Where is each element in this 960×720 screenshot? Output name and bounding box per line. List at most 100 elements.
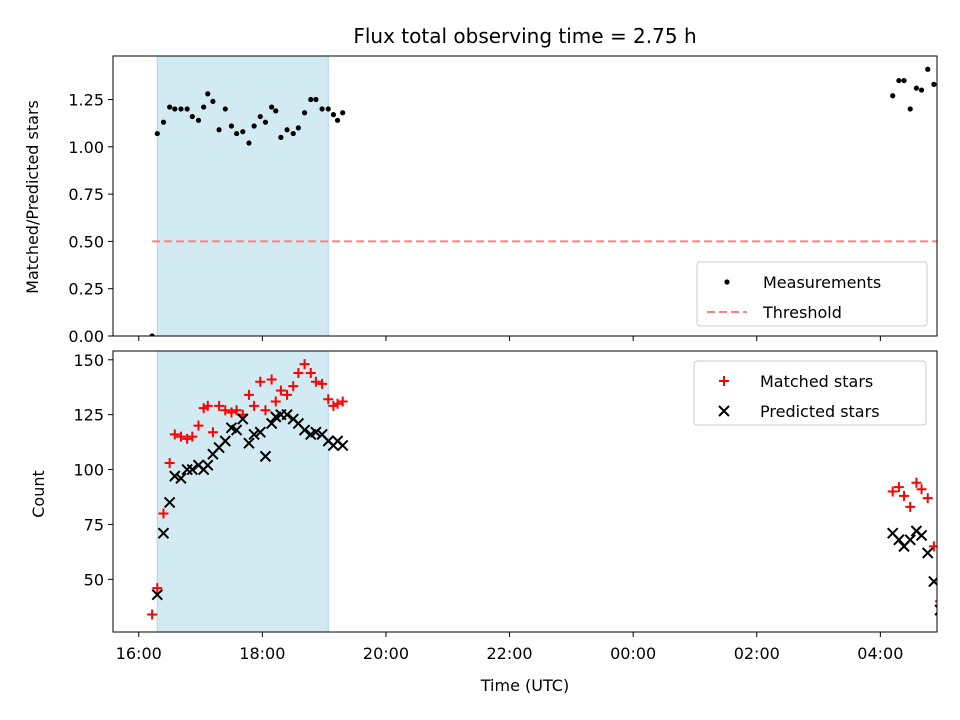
measurement-point <box>319 106 325 112</box>
matched-star-point <box>911 477 922 488</box>
measurement-point <box>262 119 269 125</box>
top-y-tick-label: 0.25 <box>68 280 104 299</box>
bottom-series-0 <box>147 359 937 620</box>
bottom-panel: 50 75 100 125 150 16:00 18:00 20:00 22:00 00:00 02… <box>73 350 938 663</box>
measurement-point <box>330 112 337 118</box>
matched-star-point <box>182 433 193 444</box>
predicted-star-point <box>151 588 163 601</box>
measurement-point <box>160 119 167 125</box>
measurement-point <box>284 127 290 133</box>
top-data <box>149 66 937 336</box>
matched-star-point <box>317 378 328 389</box>
measurement-point <box>149 333 155 336</box>
matched-star-point <box>323 394 334 405</box>
predicted-star-point <box>230 424 243 436</box>
measurement-point <box>308 96 314 103</box>
legend-label: Threshold <box>762 303 842 322</box>
measurement-point <box>295 125 301 131</box>
bottom-y-tick-label: 150 <box>73 351 104 370</box>
predicted-star-point <box>281 408 293 421</box>
matched-star-point <box>893 482 904 493</box>
matched-star-point <box>310 376 321 387</box>
measurement-point <box>313 96 319 103</box>
measurement-point <box>246 140 252 146</box>
matched-star-point <box>266 374 277 385</box>
matched-star-point <box>207 427 218 438</box>
top-series-0 <box>149 66 937 336</box>
measurement-point <box>216 127 222 133</box>
x-tick-label: 22:00 <box>486 644 532 663</box>
matched-star-point <box>243 389 254 400</box>
matched-star-point <box>916 484 927 495</box>
measurement-point <box>918 87 925 93</box>
predicted-star-point <box>169 470 181 482</box>
predicted-star-point <box>163 496 176 509</box>
predicted-star-point <box>298 424 311 436</box>
predicted-star-point <box>202 459 214 471</box>
measurement-point <box>890 93 896 99</box>
top-axes-frame <box>112 55 938 337</box>
measurement-point <box>325 106 331 112</box>
bottom-y-tick-label: 100 <box>73 461 104 480</box>
legend-label: Measurements <box>763 273 881 292</box>
top-y-tick-label: 0.00 <box>68 327 104 346</box>
top-y-tick-label: 1.00 <box>68 138 104 157</box>
predicted-star-point <box>259 450 272 463</box>
predicted-star-point <box>336 439 349 452</box>
measurement-point <box>278 134 284 140</box>
legend-predicted-marker <box>718 405 730 417</box>
x-axis-label: Time (UTC) <box>480 676 569 695</box>
top-legend: Measurements Threshold <box>696 261 928 327</box>
measurement-point <box>172 106 178 112</box>
x-tick-label: 02:00 <box>734 644 780 663</box>
predicted-star-point <box>904 534 916 546</box>
measurement-point <box>334 117 341 123</box>
top-observing-span <box>156 55 329 337</box>
x-tick-label: 20:00 <box>363 644 409 663</box>
matched-star-point <box>226 407 237 418</box>
matched-star-point <box>202 400 213 411</box>
bottom-ylabel: Count <box>29 470 48 518</box>
x-tick-label: 00:00 <box>610 644 656 663</box>
matched-star-point <box>922 493 933 504</box>
matched-star-point <box>193 420 204 431</box>
predicted-star-point <box>310 426 322 438</box>
x-tick-label: 16:00 <box>116 644 162 663</box>
measurement-point <box>901 77 907 84</box>
matched-star-point <box>164 457 175 468</box>
bottom-legend-box <box>693 360 927 426</box>
measurement-point <box>896 77 902 84</box>
matched-star-point <box>152 583 163 594</box>
top-y-tick-label: 0.50 <box>68 232 104 251</box>
measurement-point <box>189 113 195 120</box>
measurement-point <box>925 66 931 72</box>
matched-star-point <box>175 431 186 442</box>
measurement-point <box>290 130 296 137</box>
chart-title: Flux total observing time = 2.75 h <box>353 24 696 48</box>
measurement-point <box>340 110 346 116</box>
measurement-point <box>257 113 263 120</box>
bottom-observing-span <box>156 350 329 633</box>
measurement-point <box>205 91 211 97</box>
measurement-point <box>222 106 228 112</box>
predicted-star-point <box>893 534 905 546</box>
predicted-star-point <box>157 527 170 539</box>
top-panel: 0.00 0.25 0.50 0.75 1.00 1.25 Measurements Thre… <box>68 55 938 346</box>
measurement-point <box>273 108 279 114</box>
measurement-point <box>195 117 202 123</box>
matched-star-point <box>220 405 231 416</box>
measurement-point <box>178 106 184 112</box>
matched-star-point <box>887 486 898 497</box>
measurement-point <box>240 129 246 135</box>
measurement-point <box>184 106 190 112</box>
matched-star-point <box>260 405 271 416</box>
matched-star-point <box>293 367 304 378</box>
measurement-point <box>228 123 235 129</box>
measurement-point <box>301 110 308 116</box>
top-y-tick-label: 1.25 <box>68 91 104 110</box>
matched-star-point <box>332 398 343 409</box>
measurement-point <box>907 106 913 112</box>
matched-star-point <box>299 359 310 370</box>
top-legend-box <box>696 261 928 327</box>
